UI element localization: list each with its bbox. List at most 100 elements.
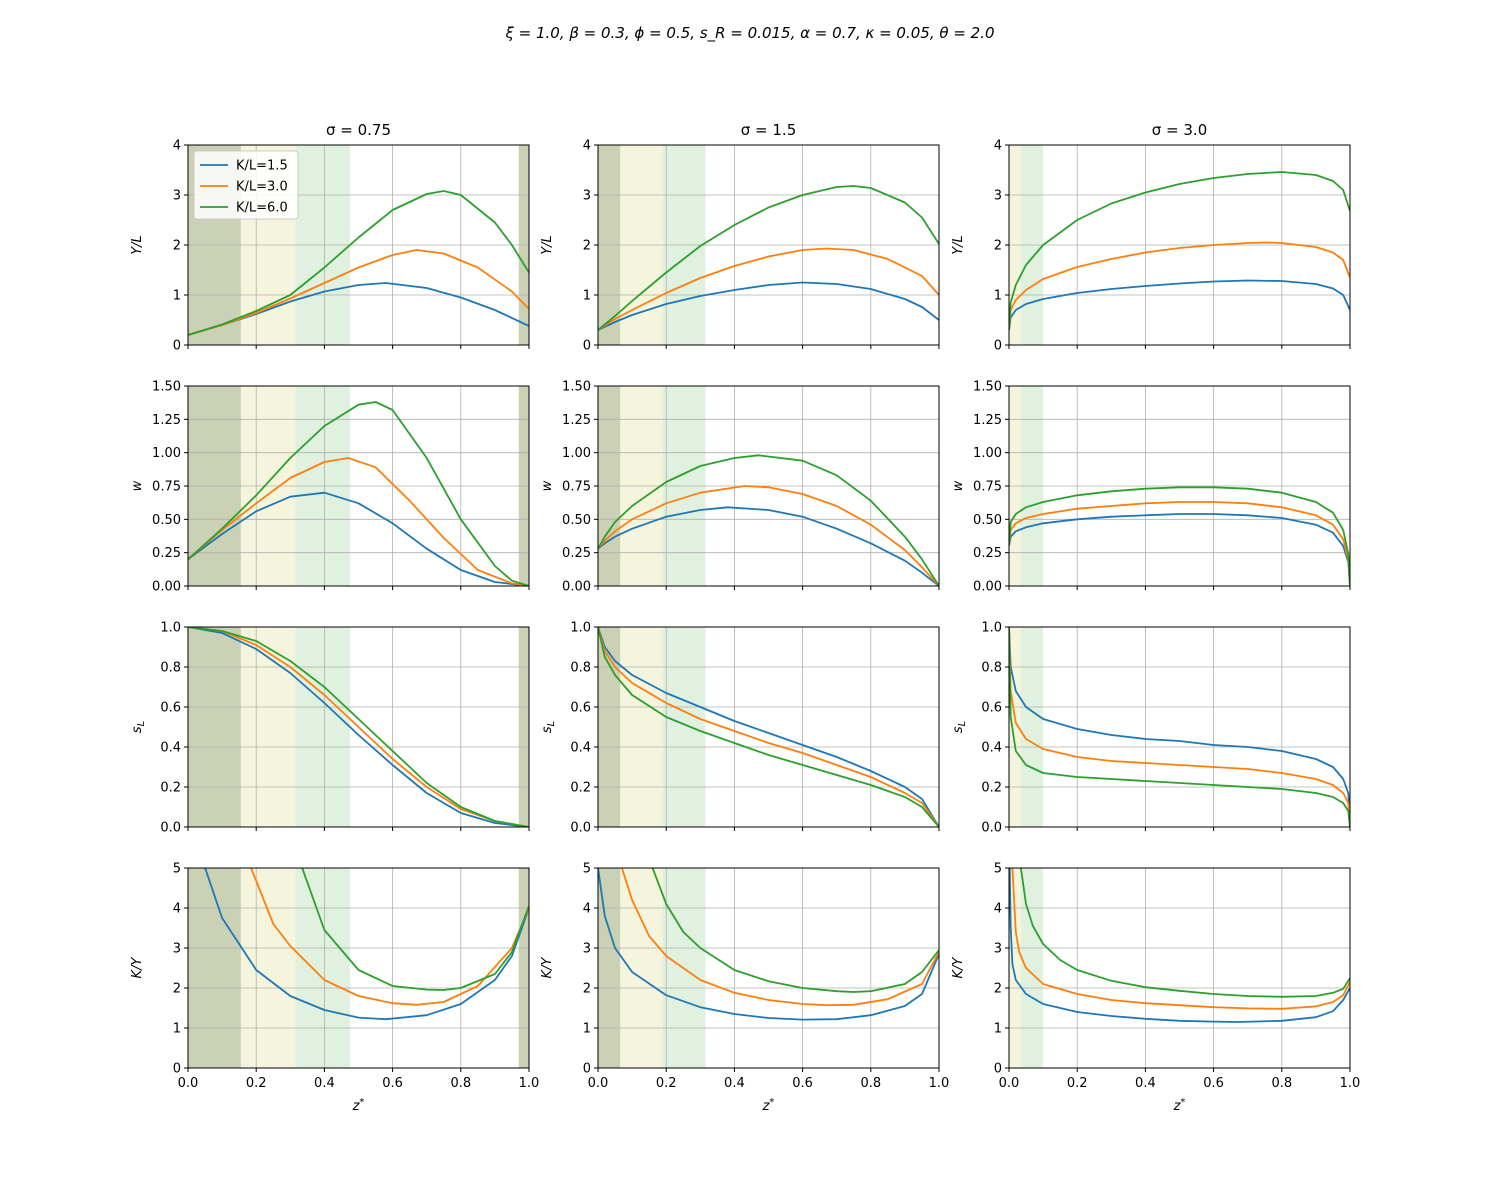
y-tick-label: 2 [583,239,591,254]
series-line-kl-3-0 [598,247,939,331]
y-axis-label: sL [951,721,968,733]
x-tick-label: 1.0 [519,1076,540,1091]
series-line-kl-6-0 [301,868,529,991]
subplot-w-col3: 0.00 0.25 0.50 0.75 1.00 1.25 1.50 w [951,380,1351,595]
series-lines [598,185,939,331]
y-tick-label: 0 [583,339,591,354]
y-tick-label: 1 [583,289,591,304]
y-tick-label: 2 [994,982,1002,997]
x-tick-label: 0.6 [792,1076,813,1091]
series-line-kl-6-0 [1020,868,1350,998]
figure-suptitle: ξ = 1.0, β = 0.3, ϕ = 0.5, s_R = 0.015, … [504,24,994,43]
y-axis-label: w [540,480,555,491]
legend-label: K/L=1.5 [236,159,288,174]
shaded-band [518,868,529,1068]
series-line-kl-1-5 [1009,279,1350,331]
shaded-band [188,868,241,1068]
shaded-band [1020,627,1044,827]
x-tick-label: 0.4 [314,1076,335,1091]
series-lines [188,190,529,336]
y-tick-label: 1 [173,289,181,304]
shaded-band [1009,868,1021,1068]
shaded-band [1020,868,1044,1068]
y-tick-label: 1.00 [562,446,591,461]
y-tick-label: 4 [994,139,1002,154]
y-tick-label: 4 [583,139,591,154]
x-tick-label: 0.8 [860,1076,881,1091]
legend-label: K/L=6.0 [236,201,288,216]
y-tick-label: 3 [173,942,181,957]
series-line-kl-6-0 [188,401,529,586]
subplot-KY-col3: 0 1 2 3 4 5 0.0 0.2 0.4 0.6 0.8 1.0 K/Y z* [951,862,1360,1115]
subplot-sL-col3: 0.0 0.2 0.4 0.6 0.8 1.0 sL [951,621,1351,836]
shaded-band [662,627,706,827]
series-line-kl-1-5 [598,868,939,1021]
x-tick-label: 0.8 [450,1076,471,1091]
y-axis-label: K/Y [130,957,145,979]
series-line-kl-1-5 [598,627,939,827]
y-axis-label: sL [540,721,557,733]
y-tick-label: 2 [994,239,1002,254]
y-tick-label: 0.75 [152,480,181,495]
subplot-sL-col2: 0.0 0.2 0.4 0.6 0.8 1.0 sL [540,621,940,836]
y-axis-label: K/Y [951,957,966,979]
plot-frame [1008,867,1351,1069]
y-tick-label: 0.75 [562,480,591,495]
column-title: σ = 1.5 [741,121,796,139]
y-tick-label: 1 [173,1022,181,1037]
plot-frame [1008,626,1351,828]
series-line-kl-3-0 [188,457,529,586]
series-lines [598,868,939,1021]
subplot-w-col2: 0.00 0.25 0.50 0.75 1.00 1.25 1.50 w [540,380,940,595]
series-line-kl-1-5 [598,506,939,586]
y-tick-label: 0.0 [981,821,1002,836]
plot-frame [187,626,530,828]
plot-frame [187,867,530,1069]
series-line-kl-3-0 [598,627,939,827]
legend: K/L=1.5 K/L=3.0 K/L=6.0 [193,150,299,220]
y-axis-label: Y/L [951,235,966,255]
y-axis-label: K/Y [540,957,555,979]
y-tick-label: 0.2 [570,781,591,796]
x-tick-label: 0.2 [246,1076,267,1091]
y-tick-label: 0.25 [973,546,1002,561]
y-tick-label: 1.0 [160,621,181,636]
y-tick-label: 3 [583,189,591,204]
y-tick-label: 0.00 [973,580,1002,595]
y-tick-label: 0 [173,339,181,354]
x-tick-label: 0.8 [1271,1076,1292,1091]
y-tick-label: 0.2 [160,781,181,796]
series-line-kl-6-0 [598,627,939,827]
series-line-kl-3-0 [188,249,529,336]
x-tick-label: 0.4 [724,1076,745,1091]
x-tick-label: 1.0 [929,1076,950,1091]
x-tick-label: 0.0 [999,1076,1020,1091]
y-tick-label: 2 [173,982,181,997]
y-tick-label: 0.50 [562,513,591,528]
series-line-kl-6-0 [598,185,939,331]
x-tick-label: 0.6 [1203,1076,1224,1091]
y-tick-label: 3 [994,942,1002,957]
series-line-kl-3-0 [250,868,529,1006]
y-tick-label: 2 [583,982,591,997]
shaded-band [295,627,350,827]
y-tick-label: 0 [994,339,1002,354]
series-lines [1009,627,1350,827]
y-tick-label: 0.75 [973,480,1002,495]
series-line-kl-1-5 [188,491,529,586]
subplot-sL-col1: 0.0 0.2 0.4 0.6 0.8 1.0 sL [130,621,530,836]
series-line-kl-6-0 [1009,627,1350,827]
y-tick-label: 0.2 [981,781,1002,796]
series-lines [1009,171,1350,331]
series-line-kl-1-5 [204,868,529,1021]
y-tick-label: 0.00 [152,580,181,595]
subplot-YL-col1: 0 1 2 3 4 Y/L K/L=1.5 K/L=3.0 K/L=6.0 [130,139,530,354]
y-tick-label: 0.00 [562,580,591,595]
shaded-band [240,627,296,827]
y-tick-label: 1.00 [152,446,181,461]
series-line-kl-6-0 [188,190,529,336]
plot-frame [597,626,940,828]
y-tick-label: 1.0 [981,621,1002,636]
y-tick-label: 4 [173,902,181,917]
